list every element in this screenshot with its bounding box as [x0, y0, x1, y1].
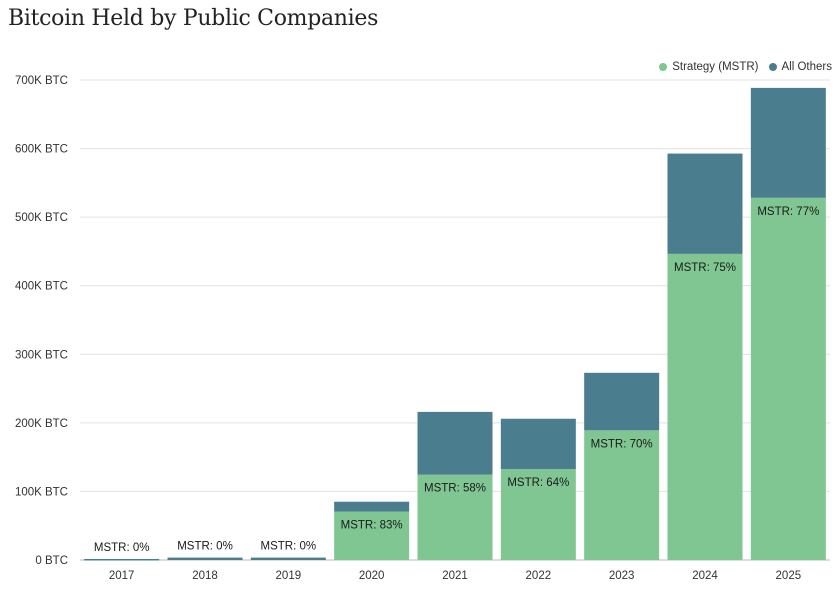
legend: Strategy (MSTR) All Others [659, 61, 832, 73]
bar-mstr [500, 469, 576, 560]
chart-title: Bitcoin Held by Public Companies [8, 6, 379, 31]
legend-swatch-others [768, 63, 777, 71]
x-tick-label: 2020 [359, 570, 385, 582]
bar-others [500, 418, 576, 470]
bar-mstr [417, 474, 493, 560]
bar-others [167, 557, 243, 560]
x-tick-label: 2021 [442, 570, 468, 582]
legend-label-others: All Others [781, 61, 833, 73]
data-label: MSTR: 75% [674, 262, 736, 274]
y-tick-label: 500K BTC [15, 212, 68, 224]
x-tick-label: 2024 [692, 570, 718, 582]
data-label: MSTR: 0% [94, 542, 150, 554]
y-tick-label: 0 BTC [35, 555, 68, 567]
bar-mstr [334, 511, 410, 560]
y-tick-label: 600K BTC [15, 144, 68, 156]
legend-item-others[interactable]: All Others [768, 61, 833, 73]
y-tick-label: 700K BTC [15, 75, 68, 87]
y-tick-label: 300K BTC [15, 349, 68, 361]
x-tick-label: 2022 [526, 570, 552, 582]
data-label: MSTR: 70% [591, 438, 653, 450]
data-label: MSTR: 83% [341, 520, 403, 532]
legend-item-mstr[interactable]: Strategy (MSTR) [659, 61, 759, 73]
x-tick-label: 2023 [609, 570, 635, 582]
bar-others [334, 501, 410, 512]
bar-others [84, 558, 160, 561]
bar-mstr [584, 430, 660, 560]
y-tick-label: 400K BTC [15, 281, 68, 293]
bar-others [667, 153, 743, 254]
data-label: MSTR: 0% [261, 541, 317, 553]
bar-others [750, 87, 826, 198]
y-tick-label: 200K BTC [15, 418, 68, 430]
data-label: MSTR: 77% [757, 206, 819, 218]
bar-others [417, 411, 493, 475]
x-tick-label: 2017 [109, 570, 135, 582]
legend-label-mstr: Strategy (MSTR) [672, 61, 759, 73]
x-tick-label: 2019 [276, 570, 302, 582]
legend-swatch-mstr [659, 63, 668, 71]
bar-others [584, 372, 660, 431]
data-label: MSTR: 64% [507, 477, 569, 489]
bar-others [250, 557, 326, 560]
data-label: MSTR: 0% [177, 541, 233, 553]
x-tick-label: 2025 [776, 570, 802, 582]
y-tick-label: 100K BTC [15, 486, 68, 498]
data-label: MSTR: 58% [424, 483, 486, 495]
x-tick-label: 2018 [192, 570, 218, 582]
bar-mstr [667, 253, 743, 560]
bar-mstr [750, 197, 826, 560]
